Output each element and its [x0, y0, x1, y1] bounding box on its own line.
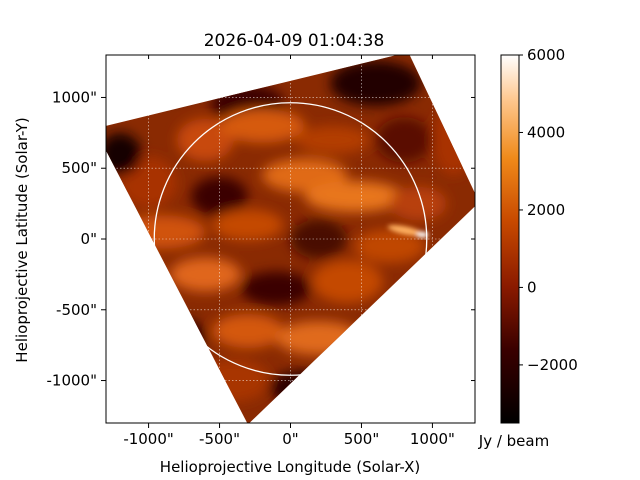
emission-blob-15 [354, 229, 426, 264]
emission-blob-20 [396, 281, 454, 324]
colorbar-tick-label-4: −2000 [527, 356, 578, 374]
y-tick-label-3: -500" [56, 301, 97, 319]
emission-blob-10 [304, 180, 405, 213]
emission-blob-18 [240, 271, 312, 306]
emission-blob-26 [269, 370, 341, 405]
y-tick-label-0: 1000" [52, 88, 97, 106]
x-tick-label-4: 1000" [410, 430, 455, 448]
emission-blob-12 [120, 214, 206, 249]
x-axis-label: Helioprojective Longitude (Solar-X) [160, 458, 420, 476]
x-axis: -1000" -500" 0" 500" 1000" [123, 55, 455, 448]
colorbar-tick-label-1: 4000 [527, 123, 565, 141]
colorbar-tick-label-3: 0 [527, 278, 537, 296]
y-tick-label-1: 500" [61, 159, 97, 177]
colorbar [500, 54, 520, 424]
colorbar-unit-label: Jy / beam [478, 432, 549, 450]
y-tick-label-4: -1000" [47, 372, 98, 390]
emission-blob-29 [432, 104, 475, 176]
emission-blob-28 [106, 132, 142, 176]
emission-blob-0 [120, 66, 206, 101]
emission-blob-5 [296, 125, 370, 155]
x-tick-label-0: -1000" [123, 430, 174, 448]
bright-spot [416, 231, 429, 238]
emission-blob-14 [290, 219, 348, 259]
y-axis: 1000" 500" 0" -500" -1000" [47, 88, 475, 390]
emission-blob-6 [375, 117, 433, 163]
emission-blob-2 [330, 60, 422, 106]
colorbar-tick-label-0: 6000 [527, 46, 565, 64]
emission-blob-23 [276, 321, 362, 356]
solar-limb [153, 102, 428, 376]
emission-blob-22 [212, 314, 284, 348]
y-tick-label-2: 0" [81, 230, 97, 248]
plot-area [106, 55, 475, 423]
emission-blob-24 [361, 323, 419, 367]
emission-blob-16 [106, 253, 163, 310]
x-tick-label-2: 0" [282, 430, 298, 448]
bright-streak [387, 225, 424, 236]
colorbar-ticks: 6000 4000 2000 0 −2000 [519, 46, 578, 374]
emission-blob-17 [169, 257, 241, 292]
emission-blob-4 [219, 108, 305, 143]
x-tick-label-1: -500" [199, 430, 240, 448]
emission-blob-13 [212, 209, 284, 241]
bright-source [387, 225, 429, 238]
chart-title: 2026-04-09 01:04:38 [204, 31, 385, 51]
y-axis-label: Helioprojective Latitude (Solar-Y) [13, 117, 31, 362]
x-tick-label-3: 500" [344, 430, 380, 448]
colorbar-tick-label-2: 2000 [527, 201, 565, 219]
emission-blob-8 [191, 176, 248, 217]
emission-blob-19 [311, 260, 383, 303]
